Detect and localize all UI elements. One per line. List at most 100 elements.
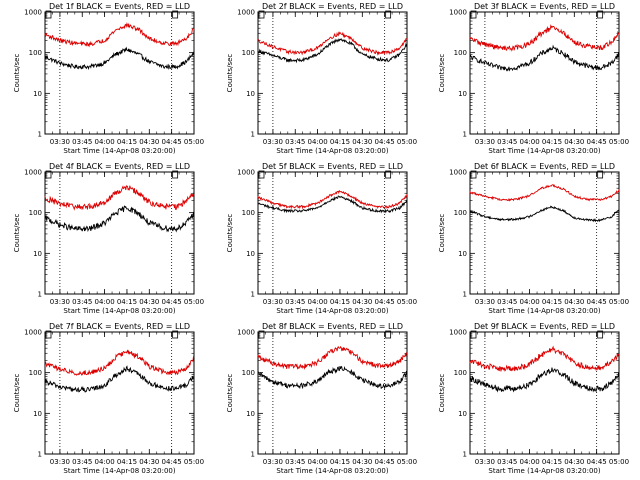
interval-marker: [385, 170, 392, 179]
x-tick-label: 04:45: [162, 298, 182, 306]
x-axis-label: Start Time (14-Apr-08 03:20:00): [63, 147, 175, 155]
x-tick-label: 04:00: [95, 138, 115, 146]
x-tick-label: 03:30: [50, 298, 70, 306]
interval-marker: [258, 10, 265, 19]
x-tick-label: 04:30: [139, 298, 159, 306]
x-tick-label: 04:45: [375, 458, 395, 466]
x-axis-label: Start Time (14-Apr-08 03:20:00): [488, 467, 600, 475]
chart-title: Det 5f BLACK = Events, RED = LLD: [262, 162, 403, 171]
x-tick-label: 03:45: [72, 458, 92, 466]
x-tick-label: 03:45: [285, 298, 305, 306]
x-tick-label: 03:30: [475, 458, 495, 466]
y-tick-label: 100: [454, 369, 467, 377]
chart-title: Det 9f BLACK = Events, RED = LLD: [474, 322, 615, 331]
x-axis-label: Start Time (14-Apr-08 03:20:00): [276, 467, 388, 475]
y-tick-label: 1: [38, 291, 42, 299]
interval-marker: [385, 330, 392, 339]
series-events-line: [257, 365, 408, 390]
chart-panel-3: Det 3f BLACK = Events, RED = LLD 1 10 100 10…: [438, 2, 629, 155]
y-tick-label: 1000: [449, 329, 467, 337]
x-tick-label: 04:15: [330, 138, 350, 146]
y-tick-label: 10: [33, 90, 42, 98]
x-tick-label: 04:15: [117, 298, 137, 306]
x-tick-label: 04:00: [95, 298, 115, 306]
series-events-line: [469, 44, 620, 72]
y-axis-label: Counts/sec: [438, 54, 446, 93]
y-axis-label: Counts/sec: [438, 214, 446, 253]
series-events-line: [257, 195, 408, 214]
chart-panel-7: Det 7f BLACK = Events, RED = LLD 1 10 100 10…: [13, 322, 204, 475]
y-tick-label: 10: [33, 250, 42, 258]
y-tick-label: 1: [463, 291, 467, 299]
y-tick-label: 1: [251, 451, 255, 459]
x-tick-label: 04:00: [520, 298, 540, 306]
y-tick-label: 10: [246, 90, 255, 98]
series-lld-line: [44, 22, 195, 48]
x-tick-label: 03:30: [263, 458, 283, 466]
chart-panel-4: Det 4f BLACK = Events, RED = LLD 1 10 100 10…: [13, 162, 204, 315]
x-tick-label: 04:30: [564, 458, 584, 466]
x-tick-label: 04:45: [162, 138, 182, 146]
chart-panel-8: Det 8f BLACK = Events, RED = LLD 1 10 100 10…: [226, 322, 417, 475]
x-tick-label: 05:00: [397, 138, 417, 146]
series-lld-line: [257, 190, 408, 210]
series-lld-line: [469, 183, 620, 202]
x-tick-label: 04:15: [117, 458, 137, 466]
x-tick-label: 03:30: [475, 138, 495, 146]
y-tick-label: 1000: [24, 329, 42, 337]
y-tick-label: 10: [33, 410, 42, 418]
y-tick-label: 1000: [237, 9, 255, 17]
x-tick-label: 05:00: [397, 298, 417, 306]
series-events-line: [44, 205, 195, 233]
chart-panel-9: Det 9f BLACK = Events, RED = LLD 1 10 100 10…: [438, 322, 629, 475]
y-tick-label: 1: [463, 451, 467, 459]
chart-title: Det 7f BLACK = Events, RED = LLD: [49, 322, 190, 331]
x-tick-label: 05:00: [609, 458, 629, 466]
x-tick-label: 04:00: [95, 458, 115, 466]
y-tick-label: 100: [242, 369, 255, 377]
y-tick-label: 100: [242, 209, 255, 217]
y-tick-label: 10: [458, 90, 467, 98]
y-axis-label: Counts/sec: [13, 374, 21, 413]
x-tick-label: 05:00: [609, 298, 629, 306]
chart-panel-6: Det 6f BLACK = Events, RED = LLD 1 10 100 10…: [438, 162, 629, 315]
x-axis-label: Start Time (14-Apr-08 03:20:00): [276, 307, 388, 315]
y-axis-label: Counts/sec: [226, 214, 234, 253]
x-tick-label: 04:30: [352, 458, 372, 466]
chart-title: Det 8f BLACK = Events, RED = LLD: [262, 322, 403, 331]
x-tick-label: 04:15: [542, 298, 562, 306]
interval-marker: [470, 170, 477, 179]
x-tick-label: 04:15: [330, 458, 350, 466]
x-axis-label: Start Time (14-Apr-08 03:20:00): [63, 307, 175, 315]
y-tick-label: 1: [38, 131, 42, 139]
interval-marker: [45, 170, 52, 179]
y-tick-label: 1: [251, 291, 255, 299]
x-tick-label: 04:45: [587, 138, 607, 146]
x-tick-label: 03:45: [497, 458, 517, 466]
y-tick-label: 1000: [237, 169, 255, 177]
series-lld-line: [469, 345, 620, 372]
interval-marker: [597, 330, 604, 339]
chart-panel-2: Det 2f BLACK = Events, RED = LLD 1 10 100 10…: [226, 2, 417, 155]
x-tick-label: 03:30: [50, 458, 70, 466]
x-tick-label: 03:30: [50, 138, 70, 146]
series-events-line: [257, 37, 408, 64]
y-tick-label: 100: [454, 209, 467, 217]
y-tick-label: 1: [38, 451, 42, 459]
x-tick-label: 04:45: [587, 458, 607, 466]
interval-marker: [172, 330, 179, 339]
interval-marker: [45, 330, 52, 339]
y-tick-label: 1000: [449, 9, 467, 17]
x-tick-label: 04:00: [520, 138, 540, 146]
x-tick-label: 04:00: [308, 138, 328, 146]
x-tick-label: 04:30: [352, 138, 372, 146]
x-tick-label: 03:45: [72, 138, 92, 146]
chart-title: Det 2f BLACK = Events, RED = LLD: [262, 2, 403, 11]
x-tick-label: 03:30: [475, 298, 495, 306]
y-tick-label: 100: [454, 49, 467, 57]
x-tick-label: 04:45: [375, 298, 395, 306]
x-tick-label: 04:15: [117, 138, 137, 146]
x-tick-label: 04:30: [139, 138, 159, 146]
x-tick-label: 04:00: [308, 298, 328, 306]
y-tick-label: 10: [458, 250, 467, 258]
